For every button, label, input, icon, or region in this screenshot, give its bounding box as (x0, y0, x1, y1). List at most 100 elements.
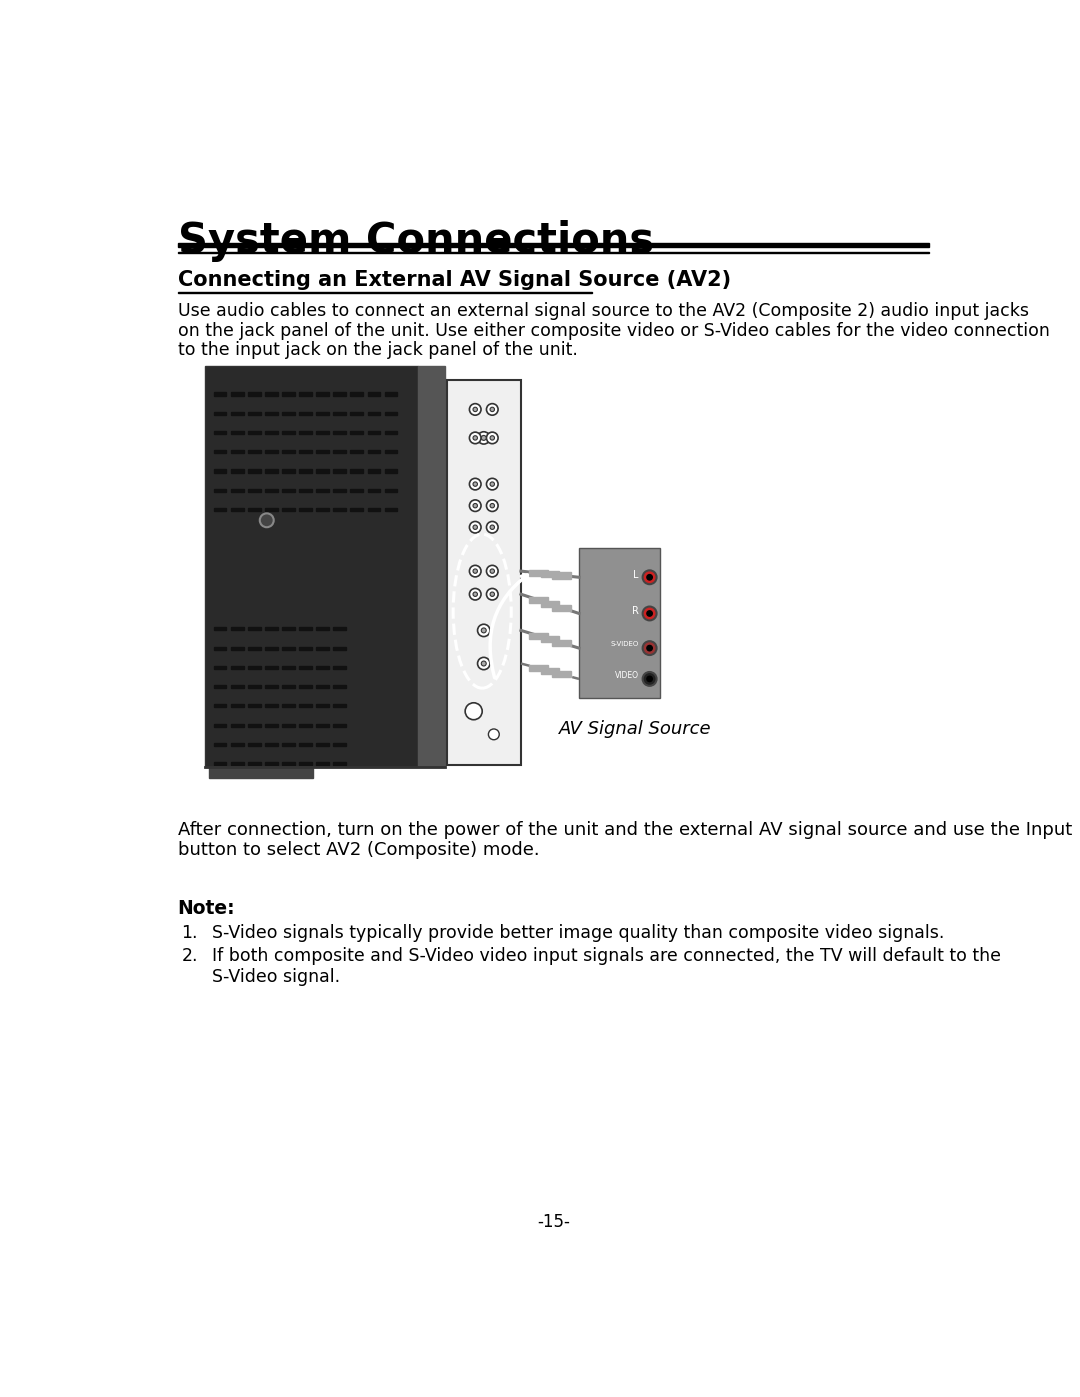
Bar (266, 393, 278, 395)
Bar (266, 743, 278, 746)
Bar (248, 647, 260, 650)
Bar (214, 489, 227, 492)
Bar (299, 432, 312, 434)
Bar (266, 432, 278, 434)
Bar (248, 666, 260, 669)
Bar (214, 647, 227, 650)
Bar (248, 685, 260, 689)
Text: After connection, turn on the power of the unit and the external AV signal sourc: After connection, turn on the power of t… (177, 820, 1071, 838)
Circle shape (643, 606, 657, 620)
Bar (248, 763, 260, 766)
Text: to the input jack on the jack panel of the unit.: to the input jack on the jack panel of t… (177, 341, 578, 359)
Bar (248, 469, 260, 472)
Circle shape (470, 500, 481, 511)
Bar (384, 450, 397, 453)
Bar (282, 489, 295, 492)
Bar (299, 743, 312, 746)
Bar (334, 627, 346, 630)
Bar (231, 509, 243, 511)
Bar (266, 627, 278, 630)
Bar (334, 450, 346, 453)
Bar (316, 489, 328, 492)
Text: S-Video signals typically provide better image quality than composite video sign: S-Video signals typically provide better… (213, 923, 945, 942)
Bar (282, 743, 295, 746)
Bar (316, 724, 328, 726)
Bar (214, 412, 227, 415)
Circle shape (482, 627, 486, 633)
Bar (316, 469, 328, 472)
Circle shape (473, 592, 477, 597)
Bar (299, 704, 312, 707)
Bar (299, 627, 312, 630)
Circle shape (482, 661, 486, 666)
Bar (282, 469, 295, 472)
Circle shape (488, 729, 499, 740)
Bar (266, 724, 278, 726)
Text: -15-: -15- (537, 1214, 570, 1231)
Circle shape (473, 408, 477, 412)
Bar (299, 647, 312, 650)
Bar (299, 393, 312, 395)
Bar (367, 450, 380, 453)
Bar (552, 671, 571, 678)
Bar (248, 393, 260, 395)
Bar (367, 489, 380, 492)
Bar (231, 743, 243, 746)
Bar (266, 412, 278, 415)
Bar (334, 704, 346, 707)
Bar (266, 704, 278, 707)
Bar (367, 432, 380, 434)
Circle shape (482, 436, 486, 440)
Circle shape (647, 574, 652, 580)
Bar (384, 432, 397, 434)
Bar (248, 704, 260, 707)
Bar (177, 292, 592, 293)
Circle shape (643, 672, 657, 686)
Circle shape (470, 566, 481, 577)
Bar (248, 432, 260, 434)
Bar (316, 685, 328, 689)
Bar (282, 509, 295, 511)
Bar (552, 573, 571, 578)
Bar (248, 743, 260, 746)
Bar (367, 393, 380, 395)
Bar (541, 636, 559, 643)
Bar (299, 685, 312, 689)
Bar (316, 647, 328, 650)
Bar (231, 489, 243, 492)
Circle shape (486, 588, 498, 599)
Bar (231, 627, 243, 630)
Bar (447, 380, 521, 766)
Text: 1.: 1. (181, 923, 198, 942)
Bar (214, 666, 227, 669)
Circle shape (486, 478, 498, 490)
Text: If both composite and S-Video video input signals are connected, the TV will def: If both composite and S-Video video inpu… (213, 947, 1001, 965)
Bar (214, 469, 227, 472)
Bar (350, 450, 363, 453)
Text: button to select AV2 (Composite) mode.: button to select AV2 (Composite) mode. (177, 841, 539, 859)
Bar (529, 570, 548, 576)
Bar (231, 412, 243, 415)
Bar (316, 743, 328, 746)
Bar (299, 509, 312, 511)
Bar (231, 393, 243, 395)
Bar (214, 450, 227, 453)
Bar (248, 412, 260, 415)
Bar (552, 605, 571, 610)
Bar (266, 469, 278, 472)
Text: L: L (633, 570, 638, 580)
Text: Connecting an External AV Signal Source (AV2): Connecting an External AV Signal Source … (177, 270, 731, 291)
Circle shape (647, 645, 652, 651)
Bar (384, 489, 397, 492)
Bar (282, 724, 295, 726)
Bar (214, 432, 227, 434)
Circle shape (470, 478, 481, 490)
Bar (282, 666, 295, 669)
Bar (316, 509, 328, 511)
Bar (214, 509, 227, 511)
Bar (248, 724, 260, 726)
Circle shape (473, 436, 477, 440)
Bar (316, 763, 328, 766)
Bar (384, 393, 397, 395)
Bar (214, 763, 227, 766)
